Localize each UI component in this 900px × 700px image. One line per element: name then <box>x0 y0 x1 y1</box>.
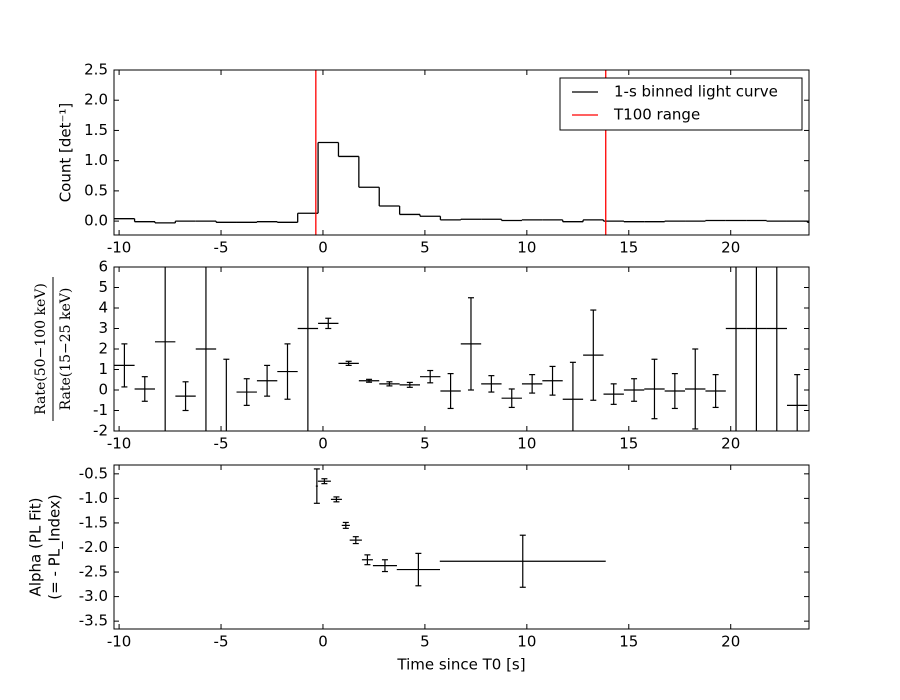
legend: 1-s binned light curve T100 range <box>559 77 803 131</box>
x-tick-label: -10 <box>107 435 132 453</box>
panel: 1-s binned light curve T100 range -10 -5 0 5 1… <box>57 61 810 257</box>
x-tick-label: 20 <box>721 239 740 257</box>
x-tick-label: -5 <box>214 633 229 651</box>
axes-frame <box>113 266 810 432</box>
plot-area <box>313 468 606 588</box>
y-tick-label: -2.5 <box>79 563 108 581</box>
y-axis-label: Rate(15−25 keV) <box>58 288 74 411</box>
y-tick-label: 2 <box>98 340 108 358</box>
x-tick-label: -10 <box>107 239 132 257</box>
plot-area <box>114 267 808 431</box>
x-tick-label: 10 <box>517 239 536 257</box>
y-tick-label: 2.0 <box>84 91 108 109</box>
y-tick-label: -1.0 <box>79 489 108 507</box>
y-axis-label: (= - PL_Index) <box>46 494 65 599</box>
y-tick-label: -2.0 <box>79 538 108 556</box>
y-tick-label: -3.5 <box>79 612 108 630</box>
x-tick-label: 5 <box>420 435 430 453</box>
y-tick-label: 2.5 <box>84 61 108 79</box>
y-tick-label: -1 <box>93 401 108 419</box>
legend-box <box>559 77 803 131</box>
y-tick-label: 4 <box>98 299 108 317</box>
y-tick-label: -2 <box>93 422 108 440</box>
x-tick-label: 10 <box>517 633 536 651</box>
y-tick-label: 1.0 <box>84 151 108 169</box>
axes-frame <box>113 69 810 236</box>
y-tick-label: 0.5 <box>84 181 108 199</box>
y-tick-label: 5 <box>98 278 108 296</box>
x-tick-label: -10 <box>107 633 132 651</box>
x-tick-label: 15 <box>619 435 638 453</box>
y-tick-label: 1.5 <box>84 121 108 139</box>
y-axis-label: Count [det⁻¹] <box>57 103 75 203</box>
y-tick-label: -3.0 <box>79 587 108 605</box>
x-tick-label: 0 <box>318 239 328 257</box>
legend-label: T100 range <box>613 106 700 124</box>
x-tick-label: 20 <box>721 633 740 651</box>
y-tick-label: 6 <box>98 258 108 276</box>
axes-frame <box>113 464 810 630</box>
x-tick-label: -5 <box>214 239 229 257</box>
panel: -10 -5 0 5 10 15 20 -3.5 -3.0 -2.5 -2.0 -1.5 -1.0 -0.… <box>27 464 810 674</box>
y-axis-label: Rate(50−100 keV) <box>33 283 49 415</box>
x-tick-label: 0 <box>318 435 328 453</box>
y-tick-label: 3 <box>98 319 108 337</box>
x-tick-label: 5 <box>420 633 430 651</box>
x-tick-label: 15 <box>619 239 638 257</box>
x-tick-label: -5 <box>214 435 229 453</box>
y-tick-label: -0.5 <box>79 464 108 482</box>
x-tick-label: 10 <box>517 435 536 453</box>
y-axis-label: Alpha (PL Fit) <box>27 498 45 597</box>
x-tick-label: 0 <box>318 633 328 651</box>
x-tick-label: 15 <box>619 633 638 651</box>
y-tick-label: 0.0 <box>84 212 108 230</box>
y-tick-label: 0 <box>98 381 108 399</box>
x-tick-label: 5 <box>420 239 430 257</box>
y-tick-label: -1.5 <box>79 513 108 531</box>
x-tick-label: 20 <box>721 435 740 453</box>
legend-label: 1-s binned light curve <box>614 83 778 101</box>
y-tick-label: 1 <box>98 360 108 378</box>
x-axis-label: Time since T0 [s] <box>396 656 525 674</box>
